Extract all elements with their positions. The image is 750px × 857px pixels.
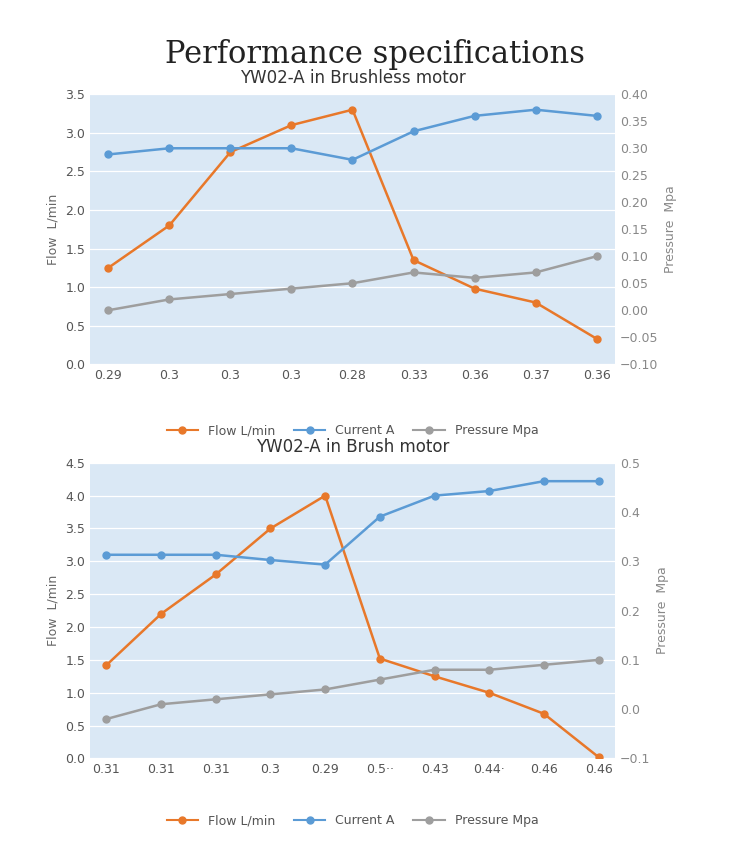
Title: YW02-A in Brushless motor: YW02-A in Brushless motor xyxy=(240,69,465,87)
Legend: Flow L/min, Current A, Pressure Mpa: Flow L/min, Current A, Pressure Mpa xyxy=(162,809,543,832)
Y-axis label: Pressure  Mpa: Pressure Mpa xyxy=(656,566,669,655)
Y-axis label: Flow  L/min: Flow L/min xyxy=(46,194,59,265)
Title: YW02-A in Brush motor: YW02-A in Brush motor xyxy=(256,438,449,456)
Y-axis label: Pressure  Mpa: Pressure Mpa xyxy=(664,185,677,273)
Y-axis label: Flow  L/min: Flow L/min xyxy=(46,575,59,646)
Text: Performance specifications: Performance specifications xyxy=(165,39,585,69)
Legend: Flow L/min, Current A, Pressure Mpa: Flow L/min, Current A, Pressure Mpa xyxy=(162,419,543,442)
